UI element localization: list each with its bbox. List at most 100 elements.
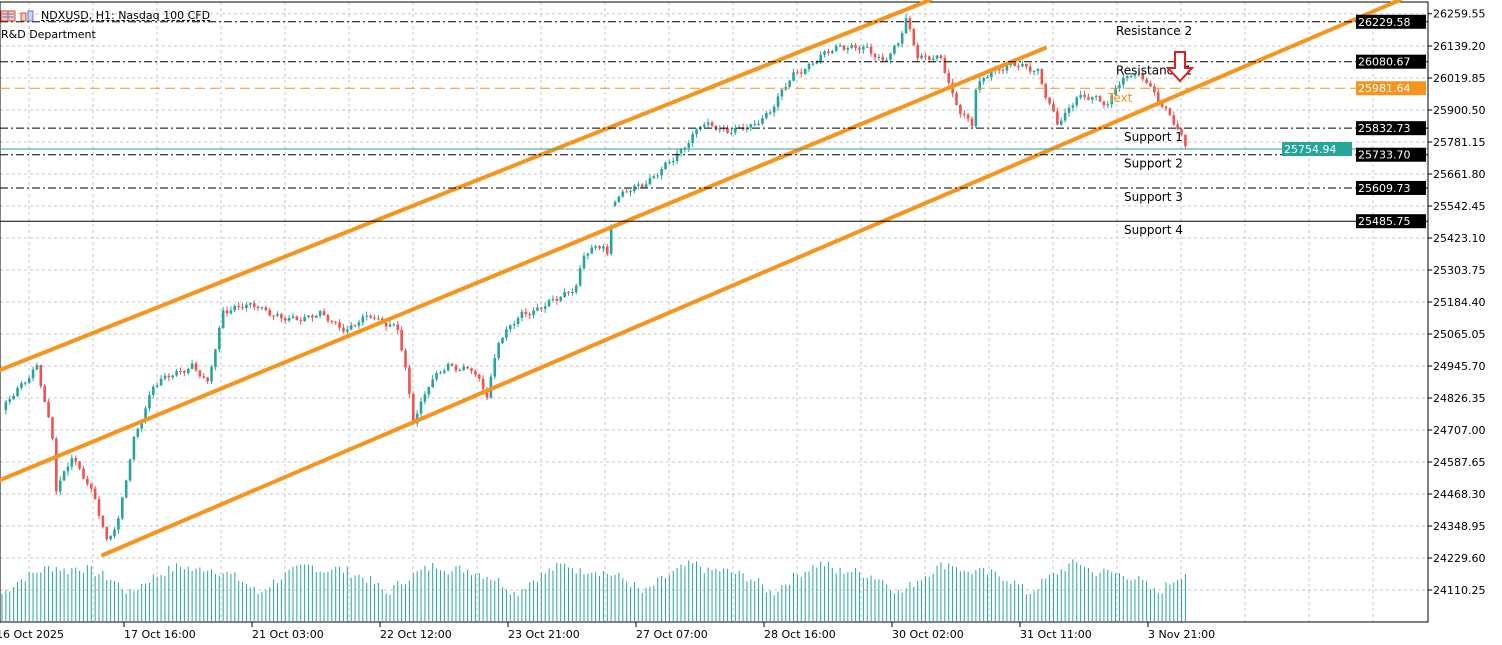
candle-body: [637, 184, 640, 186]
candle-body: [1079, 94, 1082, 98]
candle-body: [31, 369, 35, 379]
candle: [369, 314, 372, 319]
candle-body: [551, 298, 555, 301]
objects-icon[interactable]: [19, 10, 35, 22]
candle-body: [400, 329, 403, 351]
candle-body: [4, 401, 8, 411]
candle-body: [346, 329, 349, 332]
candle-body: [939, 55, 943, 59]
candle-body: [43, 386, 46, 402]
candle-body: [586, 253, 590, 256]
candle-body: [392, 324, 396, 326]
candle-body: [780, 89, 784, 97]
candle-body: [605, 246, 609, 254]
candle-body: [594, 246, 597, 248]
candle: [12, 393, 15, 400]
candle-body: [765, 113, 768, 119]
candle-body: [664, 162, 667, 169]
candle: [55, 436, 58, 495]
candle: [571, 288, 574, 296]
candle: [74, 455, 78, 466]
candle: [450, 362, 454, 367]
candle: [710, 120, 714, 128]
candle: [900, 30, 904, 48]
candle-body: [827, 51, 830, 53]
y-tick-label: 24348.95: [1433, 520, 1486, 533]
price-tag-label: 25733.70: [1358, 149, 1411, 162]
x-tick-label: 17 Oct 16:00: [124, 628, 196, 641]
candle: [718, 125, 722, 133]
candle: [357, 319, 361, 329]
candle-body: [656, 175, 660, 177]
candle-body: [1075, 97, 1079, 106]
candle-body: [377, 318, 380, 320]
candle-body: [307, 315, 310, 317]
candle-body: [935, 55, 939, 59]
candle: [214, 348, 217, 371]
text-label: Text: [1107, 91, 1133, 105]
candle: [20, 380, 23, 390]
candle-body: [776, 96, 780, 107]
candle-body: [260, 307, 264, 309]
candle-body: [520, 311, 524, 318]
candle: [481, 375, 485, 394]
candle-body: [272, 315, 275, 317]
y-tick-label: 25781.15: [1433, 136, 1486, 149]
candle-body: [280, 314, 283, 319]
candle: [291, 312, 295, 319]
candle: [687, 140, 691, 153]
candle-body: [183, 371, 186, 374]
y-tick-label: 26019.85: [1433, 72, 1486, 85]
candle-body: [644, 184, 648, 188]
candle: [939, 54, 943, 60]
candle-body: [1102, 101, 1106, 106]
candle-body: [190, 363, 194, 369]
candle-body: [109, 535, 112, 540]
candle: [427, 386, 431, 398]
candle: [128, 458, 132, 483]
candle: [772, 104, 776, 117]
candle: [1001, 66, 1005, 75]
candle-body: [124, 480, 128, 498]
candle-body: [959, 104, 962, 114]
candle: [850, 42, 854, 50]
candle-body: [640, 184, 644, 188]
candle: [474, 369, 477, 377]
candle-body: [1087, 97, 1090, 100]
candle-body: [256, 307, 260, 309]
candle: [668, 159, 671, 165]
candle: [695, 128, 698, 138]
candle: [330, 320, 334, 325]
candle: [1063, 108, 1067, 123]
candle-body: [877, 56, 881, 58]
candle-body: [439, 372, 442, 374]
candle: [400, 326, 403, 352]
candle: [586, 252, 590, 260]
candle: [307, 314, 310, 319]
candle-body: [1063, 112, 1067, 121]
candle-body: [148, 395, 151, 409]
candle: [31, 366, 35, 382]
candle: [959, 103, 962, 118]
candle: [629, 189, 632, 197]
candle: [912, 27, 916, 47]
candle-body: [1013, 62, 1016, 66]
candle: [974, 88, 978, 129]
y-tick-label: 25303.75: [1433, 264, 1486, 277]
candle-body: [1071, 105, 1075, 108]
candle-body: [706, 122, 710, 125]
x-tick-label: 22 Oct 12:00: [380, 628, 452, 641]
candle-body: [970, 118, 974, 127]
candle-body: [334, 321, 337, 323]
candle: [691, 131, 694, 148]
candle-body: [264, 307, 268, 311]
list-icon[interactable]: [0, 10, 16, 22]
candle: [675, 149, 679, 165]
candle: [702, 122, 706, 129]
candle-body: [93, 488, 97, 499]
symbol-title: NDXUSD, H1: Nasdaq 100 CFD: [41, 9, 211, 22]
candle: [563, 288, 566, 298]
candle: [454, 363, 458, 373]
candle: [784, 82, 788, 91]
